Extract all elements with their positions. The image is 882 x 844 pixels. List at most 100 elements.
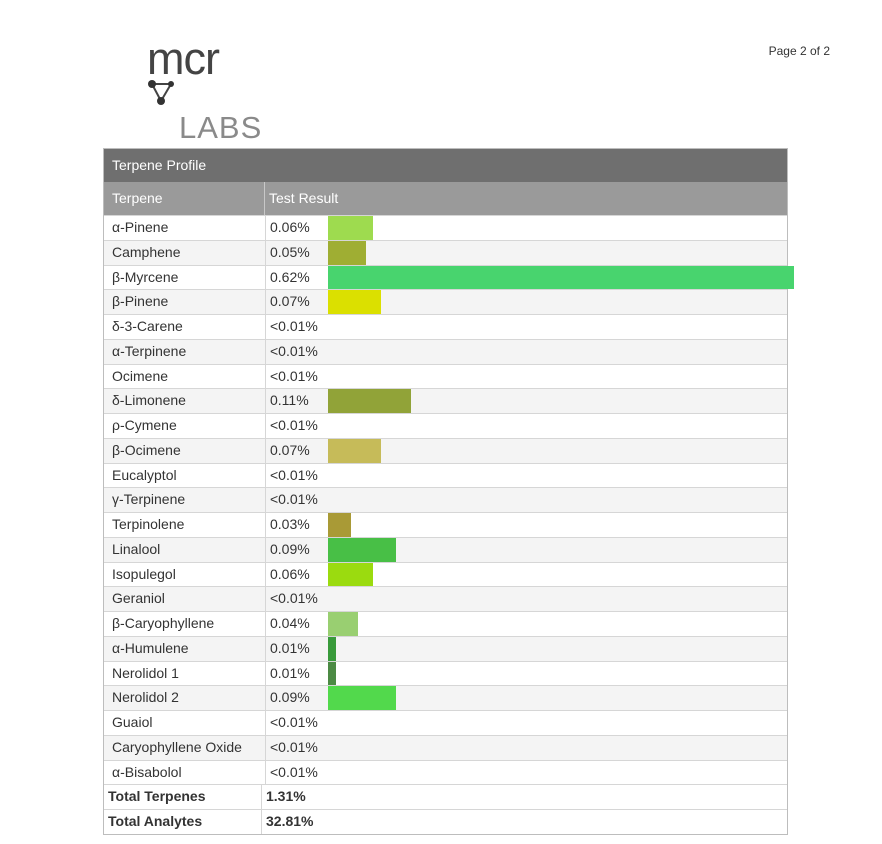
page-number: Page 2 of 2 bbox=[768, 44, 830, 58]
terpene-name: ρ-Cymene bbox=[104, 414, 266, 438]
result-bar-track bbox=[328, 315, 787, 339]
result-bar-track bbox=[328, 389, 787, 413]
test-result: 0.04% bbox=[270, 615, 310, 631]
table-row: Nerolidol 1 0.01% bbox=[104, 660, 787, 686]
terpene-name: Terpinolene bbox=[104, 513, 266, 537]
result-bar-track bbox=[328, 290, 787, 314]
result-bar-track bbox=[328, 513, 787, 537]
test-result: 0.01% bbox=[270, 639, 310, 656]
table-row: β-Caryophyllene 0.04% bbox=[104, 611, 787, 636]
result-bar bbox=[328, 265, 794, 290]
result-bar bbox=[328, 216, 373, 240]
result-bar-track bbox=[328, 711, 787, 735]
test-result: 0.11% bbox=[270, 392, 309, 409]
result-bar-track bbox=[328, 240, 787, 265]
test-result: 0.09% bbox=[270, 540, 310, 557]
test-result: 0.09% bbox=[270, 689, 310, 706]
terpene-name: Nerolidol 2 bbox=[104, 686, 266, 710]
result-bar bbox=[328, 290, 381, 314]
result-bar-track bbox=[328, 661, 787, 686]
result-bar-track bbox=[328, 488, 787, 512]
test-result: <0.01% bbox=[270, 318, 318, 334]
logo-mcr-text: mcr bbox=[147, 33, 220, 84]
logo-labs-text: LABS bbox=[179, 110, 263, 145]
result-bar-track bbox=[328, 216, 787, 240]
result-bar-track bbox=[328, 464, 787, 488]
terpene-name: α-Pinene bbox=[104, 216, 266, 240]
table-row: Linalool 0.09% bbox=[104, 536, 787, 562]
table-row: Eucalyptol <0.01% bbox=[104, 462, 787, 488]
result-bar-track bbox=[328, 686, 787, 710]
table-row: Geraniol <0.01% bbox=[104, 586, 787, 611]
table-row: β-Myrcene 0.62% bbox=[104, 264, 794, 290]
terpene-profile-table: Terpene Profile Terpene Test Result α-Pi… bbox=[103, 148, 794, 835]
result-bar bbox=[328, 562, 373, 587]
test-result: <0.01% bbox=[270, 763, 318, 780]
table-row: Terpinolene 0.03% bbox=[104, 512, 787, 537]
result-bar bbox=[328, 537, 396, 562]
result-bar-track bbox=[328, 761, 787, 785]
test-result: <0.01% bbox=[270, 714, 318, 730]
total-value: 1.31% bbox=[266, 788, 306, 805]
result-bar bbox=[328, 389, 411, 413]
table-row: α-Pinene 0.06% bbox=[104, 215, 787, 240]
test-result: 0.06% bbox=[270, 565, 310, 582]
table-row: α-Bisabolol <0.01% bbox=[104, 759, 787, 785]
terpene-name: Caryophyllene Oxide bbox=[104, 735, 266, 760]
terpene-name: Ocimene bbox=[104, 364, 266, 389]
result-bar-track bbox=[328, 414, 787, 438]
result-bar bbox=[328, 438, 381, 463]
result-bar-track bbox=[328, 562, 787, 587]
test-result: 0.06% bbox=[270, 219, 310, 235]
test-result: <0.01% bbox=[270, 590, 318, 607]
terpene-name: Eucalyptol bbox=[104, 463, 266, 488]
result-bar-track bbox=[328, 340, 787, 364]
result-bar bbox=[328, 240, 366, 265]
total-value: 32.81% bbox=[266, 813, 314, 829]
table-row: δ-3-Carene <0.01% bbox=[104, 314, 787, 339]
test-result: <0.01% bbox=[270, 367, 318, 384]
table-body: α-Pinene 0.06% Camphene 0.05% β-Myrcene 0.62%… bbox=[104, 215, 794, 834]
result-bar-track bbox=[328, 587, 787, 611]
test-result: 0.01% bbox=[270, 664, 310, 681]
result-bar-track bbox=[328, 438, 787, 463]
terpene-name: β-Caryophyllene bbox=[104, 612, 266, 636]
terpene-name: Geraniol bbox=[104, 587, 266, 611]
molecule-icon bbox=[148, 80, 174, 105]
result-bar bbox=[328, 686, 396, 710]
test-result: 0.03% bbox=[270, 516, 310, 532]
terpene-name: δ-3-Carene bbox=[104, 315, 266, 339]
terpene-name: Isopulegol bbox=[104, 562, 266, 587]
test-result: 0.07% bbox=[270, 293, 310, 310]
result-bar bbox=[328, 661, 336, 686]
column-header-terpene: Terpene bbox=[104, 182, 265, 215]
terpene-name: α-Terpinene bbox=[104, 339, 266, 364]
table-row: ρ-Cymene <0.01% bbox=[104, 413, 787, 438]
terpene-name: Linalool bbox=[104, 537, 266, 562]
test-result: 0.62% bbox=[270, 268, 310, 285]
table-row: Nerolidol 2 0.09% bbox=[104, 685, 787, 710]
table-row: Isopulegol 0.06% bbox=[104, 561, 787, 587]
table-row: Guaiol <0.01% bbox=[104, 710, 787, 735]
test-result: 0.07% bbox=[270, 441, 310, 458]
terpene-name: β-Ocimene bbox=[104, 438, 266, 463]
terpene-name: Guaiol bbox=[104, 711, 266, 735]
terpene-name: α-Humulene bbox=[104, 636, 266, 661]
test-result: <0.01% bbox=[270, 417, 318, 433]
table-row: Camphene 0.05% bbox=[104, 239, 787, 265]
total-label: Total Analytes bbox=[104, 810, 262, 834]
test-result: <0.01% bbox=[270, 466, 318, 483]
table-row: β-Pinene 0.07% bbox=[104, 289, 787, 314]
total-row: Total Analytes 32.81% bbox=[104, 809, 787, 834]
result-bar-track bbox=[328, 736, 787, 760]
result-bar-track bbox=[328, 365, 787, 389]
result-bar bbox=[328, 636, 336, 661]
result-bar-track bbox=[328, 537, 787, 562]
table-row: Caryophyllene Oxide <0.01% bbox=[104, 734, 787, 760]
result-bar bbox=[328, 513, 351, 537]
table-row: α-Terpinene <0.01% bbox=[104, 338, 787, 364]
terpene-name: γ-Terpinene bbox=[104, 488, 266, 512]
test-result: <0.01% bbox=[270, 342, 318, 359]
table-row: δ-Limonene 0.11% bbox=[104, 388, 787, 413]
result-bar-track bbox=[328, 636, 787, 661]
